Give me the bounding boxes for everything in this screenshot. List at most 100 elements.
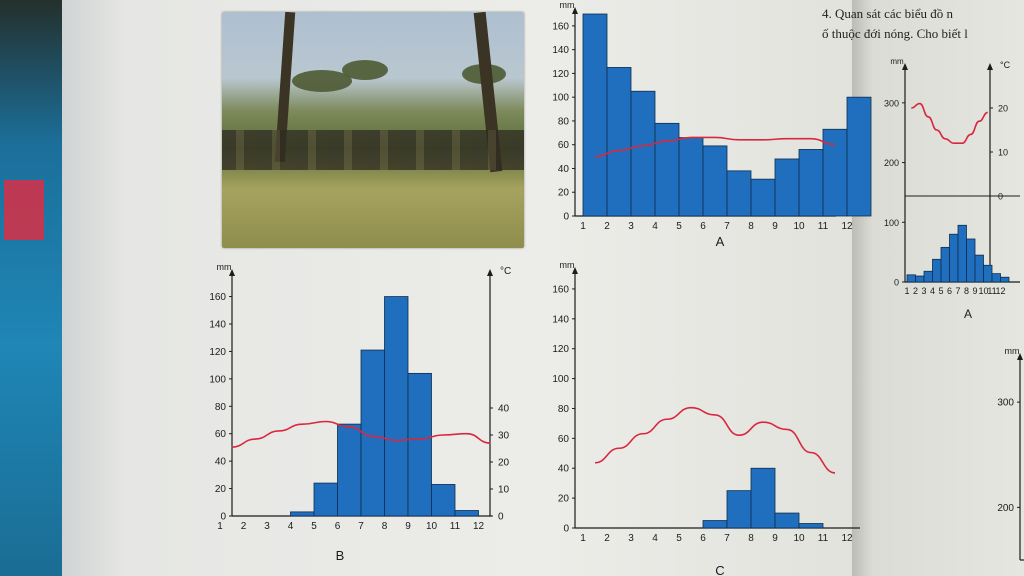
chart-caption: A: [964, 307, 972, 321]
x-tick-label: 11: [818, 533, 829, 544]
x-tick-label: 2: [604, 221, 610, 232]
y-tick-label: 140: [552, 314, 569, 325]
rainfall-bar: [431, 484, 456, 517]
x-tick-label: 10: [793, 533, 805, 544]
y-axis-unit: mm: [890, 57, 904, 66]
rainfall-bar: [582, 13, 608, 217]
x-tick-label: 5: [676, 533, 682, 544]
x-tick-label: 11: [987, 286, 996, 296]
x-tick-label: 11: [818, 221, 829, 232]
rainfall-bar: [774, 512, 800, 529]
y-axis-arrow: [229, 269, 235, 276]
x-tick-label: 6: [335, 521, 341, 532]
rainfall-bar: [702, 520, 728, 529]
y-tick-label: 100: [552, 374, 569, 385]
rainfall-bar: [966, 238, 976, 283]
x-tick-label: 8: [382, 521, 388, 532]
x-tick-label: 8: [748, 533, 754, 544]
chart-caption: A: [716, 234, 725, 249]
y2-tick-label: 20: [998, 104, 1008, 114]
x-tick-label: 4: [288, 521, 294, 532]
y-tick-label: 40: [215, 457, 227, 468]
y-tick-label: 60: [558, 140, 570, 151]
exercise-line: ố thuộc đới nóng. Cho biết l: [822, 26, 968, 41]
x-tick-label: 1: [580, 533, 586, 544]
y-axis-unit: mm: [560, 260, 575, 270]
textbook-facing-page: [852, 0, 1024, 576]
y-tick-label: 300: [997, 398, 1014, 409]
y-tick-label: 100: [552, 93, 569, 104]
rainfall-bar: [750, 467, 776, 529]
y-tick-label: 120: [209, 347, 226, 358]
rainfall-bar: [949, 233, 959, 283]
x-tick-label: 9: [772, 221, 778, 232]
y-tick-label: 100: [209, 374, 226, 385]
tree-canopy: [342, 60, 388, 80]
x-tick-label: 7: [724, 221, 730, 232]
y-tick-label: 0: [220, 512, 226, 523]
y-tick-label: 200: [997, 503, 1014, 514]
y-tick-label: 200: [884, 158, 899, 168]
rainfall-bar: [923, 270, 933, 283]
x-tick-label: 12: [473, 521, 485, 532]
x-tick-label: 1: [217, 521, 223, 532]
x-tick-label: 1: [904, 286, 909, 296]
y-tick-label: 0: [563, 524, 569, 535]
book-spine-decoration: [4, 180, 44, 240]
x-tick-label: 2: [604, 533, 610, 544]
x-tick-label: 2: [913, 286, 918, 296]
animal-herd: [222, 130, 524, 170]
y2-axis-unit: °C: [1000, 60, 1011, 70]
rainfall-bar: [957, 224, 967, 283]
chart-caption: C: [715, 563, 724, 576]
x-tick-label: 9: [772, 533, 778, 544]
y-tick-label: 300: [884, 98, 899, 108]
x-tick-label: 8: [964, 286, 969, 296]
x-tick-label: 5: [676, 221, 682, 232]
y-tick-label: 60: [558, 434, 570, 445]
x-tick-label: 10: [793, 221, 805, 232]
y2-tick-label: 30: [498, 431, 510, 442]
rainfall-bar: [702, 145, 728, 217]
x-tick-label: 12: [995, 286, 1005, 296]
y-tick-label: 20: [215, 484, 227, 495]
y-axis-arrow: [1017, 353, 1023, 360]
y2-axis-arrow: [487, 269, 493, 276]
temperature-line: [594, 136, 836, 158]
desk-background: [0, 0, 70, 576]
rainfall-bar: [384, 296, 409, 517]
y-tick-label: 120: [552, 69, 569, 80]
x-tick-label: 5: [938, 286, 943, 296]
rainfall-bar: [454, 510, 479, 517]
y2-tick-label: 20: [498, 458, 510, 469]
y-tick-label: 160: [552, 21, 569, 32]
x-tick-label: 1: [580, 221, 586, 232]
rainfall-bar: [940, 246, 950, 283]
rainfall-bar: [360, 349, 385, 517]
rainfall-bar: [407, 372, 432, 517]
rainfall-bar: [630, 90, 656, 217]
rainfall-bar: [798, 523, 824, 529]
rainfall-bar: [846, 96, 872, 217]
rainfall-bar: [991, 273, 1001, 283]
y-axis-arrow: [572, 267, 578, 274]
rainfall-bar: [822, 128, 848, 217]
y-axis-unit: mm: [1005, 346, 1020, 356]
y-tick-label: 60: [215, 429, 227, 440]
y-tick-label: 0: [894, 278, 899, 288]
chart-caption: B: [336, 548, 345, 563]
y-axis-arrow: [902, 63, 908, 70]
tree-canopy: [292, 70, 352, 92]
y-tick-label: 20: [558, 494, 570, 505]
rainfall-bar: [983, 264, 993, 283]
y-tick-label: 140: [209, 320, 226, 331]
x-tick-label: 7: [724, 533, 730, 544]
y-tick-label: 100: [884, 218, 899, 228]
x-tick-label: 3: [628, 221, 634, 232]
x-tick-label: 6: [700, 221, 706, 232]
x-tick-label: 7: [358, 521, 364, 532]
x-tick-label: 12: [841, 533, 853, 544]
